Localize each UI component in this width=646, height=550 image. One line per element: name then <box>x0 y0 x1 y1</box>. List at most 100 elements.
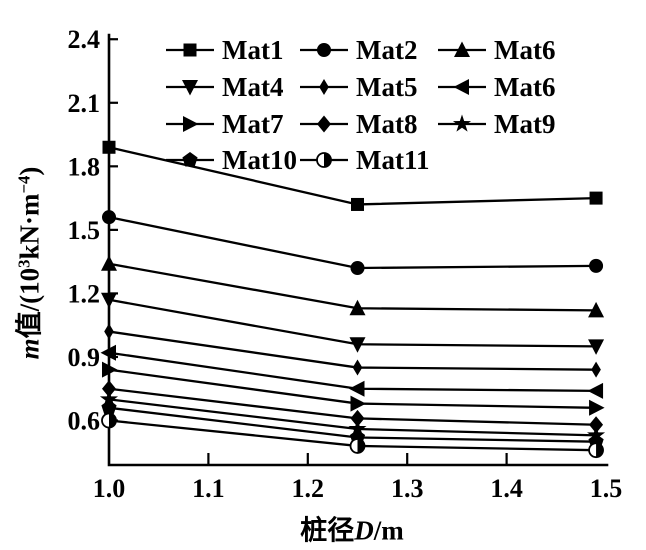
marker-circle-half <box>101 412 117 429</box>
marker-circle-half <box>588 442 604 459</box>
y-axis-label: m值/(103kN·m−4) <box>8 167 47 360</box>
marker-triangle-up <box>588 301 605 318</box>
legend-label: Mat10 <box>222 145 297 175</box>
marker-square <box>102 140 116 154</box>
marker-triangle-left <box>453 79 469 95</box>
marker-star <box>348 419 367 437</box>
marker-triangle-right <box>589 399 605 416</box>
marker-triangle-down <box>588 339 605 355</box>
x-tick-label: 1.3 <box>391 474 424 503</box>
x-tick-label: 1.1 <box>192 474 225 503</box>
x-tick-label: 1.0 <box>93 474 126 503</box>
marker-diamond <box>589 416 604 434</box>
series-0-Mat1 <box>102 140 603 211</box>
legend-item-Mat10: Mat10 <box>166 145 297 175</box>
marker-circle <box>350 261 365 276</box>
marker-circle <box>102 210 116 225</box>
legend-label: Mat7 <box>222 109 283 139</box>
y-axis-label-text: 值/(10 <box>14 267 45 339</box>
marker-star <box>99 389 119 408</box>
series-1-Mat2 <box>102 210 604 276</box>
marker-diamond-thin <box>591 361 601 378</box>
marker-triangle-down <box>101 292 117 309</box>
marker-square <box>183 43 197 57</box>
y-tick-label: 1.8 <box>68 152 101 181</box>
legend-item-Mat2: Mat2 <box>300 35 417 65</box>
marker-circle-half <box>316 152 332 168</box>
x-axis-label-text: 桩径 <box>300 515 355 546</box>
legend-label: Mat5 <box>356 72 417 102</box>
marker-diamond-thin <box>319 79 329 95</box>
marker-triangle-right <box>350 395 367 412</box>
legend-label: Mat9 <box>494 109 555 139</box>
series-5-Mat6 <box>100 344 604 399</box>
marker-triangle-up <box>349 299 366 316</box>
legend-item-Mat4: Mat4 <box>166 72 283 102</box>
x-tick-label: 1.4 <box>490 474 523 503</box>
series-line <box>108 351 597 393</box>
marker-triangle-down <box>182 80 198 96</box>
marker-triangle-up <box>454 41 470 57</box>
legend-label: Mat6 <box>494 35 555 65</box>
marker-diamond <box>102 380 116 398</box>
series-6-Mat7 <box>102 361 605 416</box>
y-tick-label: 0.6 <box>68 407 101 436</box>
y-tick-label: 2.1 <box>68 89 101 118</box>
marker-diamond <box>317 115 331 133</box>
series-10-Mat11 <box>101 412 604 459</box>
legend-label: Mat11 <box>356 145 430 175</box>
series-2-Mat6 <box>101 255 605 318</box>
series-line <box>108 216 597 270</box>
legend-label: Mat2 <box>356 35 417 65</box>
marker-diamond <box>350 409 365 427</box>
legend-item-Mat9: Mat9 <box>438 109 555 139</box>
series-4-Mat5 <box>104 323 601 378</box>
marker-circle <box>589 258 604 273</box>
marker-triangle-up <box>101 255 117 271</box>
marker-circle-half <box>349 438 366 454</box>
marker-star <box>452 114 472 132</box>
axes <box>107 33 609 467</box>
y-axis-label-units: kN·m <box>14 193 45 260</box>
marker-square <box>351 197 365 211</box>
y-tick-label: 1.2 <box>68 279 101 308</box>
y-axis-label-close-paren: ) <box>14 166 45 176</box>
y-axis-label-superscript-3: 3 <box>14 259 34 268</box>
legend-item-Mat1: Mat1 <box>166 35 283 65</box>
y-tick-label: 2.4 <box>68 25 101 54</box>
legend-item-Mat8: Mat8 <box>300 109 417 139</box>
x-tick-label: 1.5 <box>590 474 623 503</box>
marker-diamond-thin <box>104 323 114 340</box>
marker-pentagon <box>182 152 198 167</box>
x-tick-label: 1.2 <box>292 474 325 503</box>
series-3-Mat4 <box>101 292 605 355</box>
x-axis-label: 桩径D/m <box>300 509 404 548</box>
x-axis-label-units: /m <box>373 515 404 546</box>
legend-item-Mat5: Mat5 <box>300 72 417 102</box>
marker-triangle-left <box>587 382 604 399</box>
legend-label: Mat6 <box>494 72 555 102</box>
marker-triangle-left <box>349 380 365 397</box>
legend-item-Mat7: Mat7 <box>166 109 283 139</box>
y-axis-label-superscript-minus4: −4 <box>14 175 34 194</box>
marker-triangle-left <box>100 344 116 361</box>
legend-label: Mat4 <box>222 72 283 102</box>
legend-label: Mat8 <box>356 109 417 139</box>
y-axis-label-italic-m: m <box>14 338 45 360</box>
y-tick-label: 1.5 <box>68 216 101 245</box>
x-axis-label-italic-d: D <box>354 515 374 546</box>
legend-label: Mat1 <box>222 35 283 65</box>
marker-triangle-down <box>349 337 366 353</box>
marker-triangle-right <box>102 361 118 378</box>
series-line <box>108 146 597 206</box>
legend-item-Mat6: Mat6 <box>438 72 555 102</box>
marker-triangle-right <box>183 116 199 132</box>
series-7-Mat8 <box>102 380 604 434</box>
marker-square <box>589 191 603 205</box>
y-tick-label: 0.9 <box>68 343 101 372</box>
legend-item-Mat11: Mat11 <box>300 145 430 175</box>
legend-item-Mat6: Mat6 <box>438 35 555 65</box>
marker-diamond-thin <box>352 359 363 376</box>
